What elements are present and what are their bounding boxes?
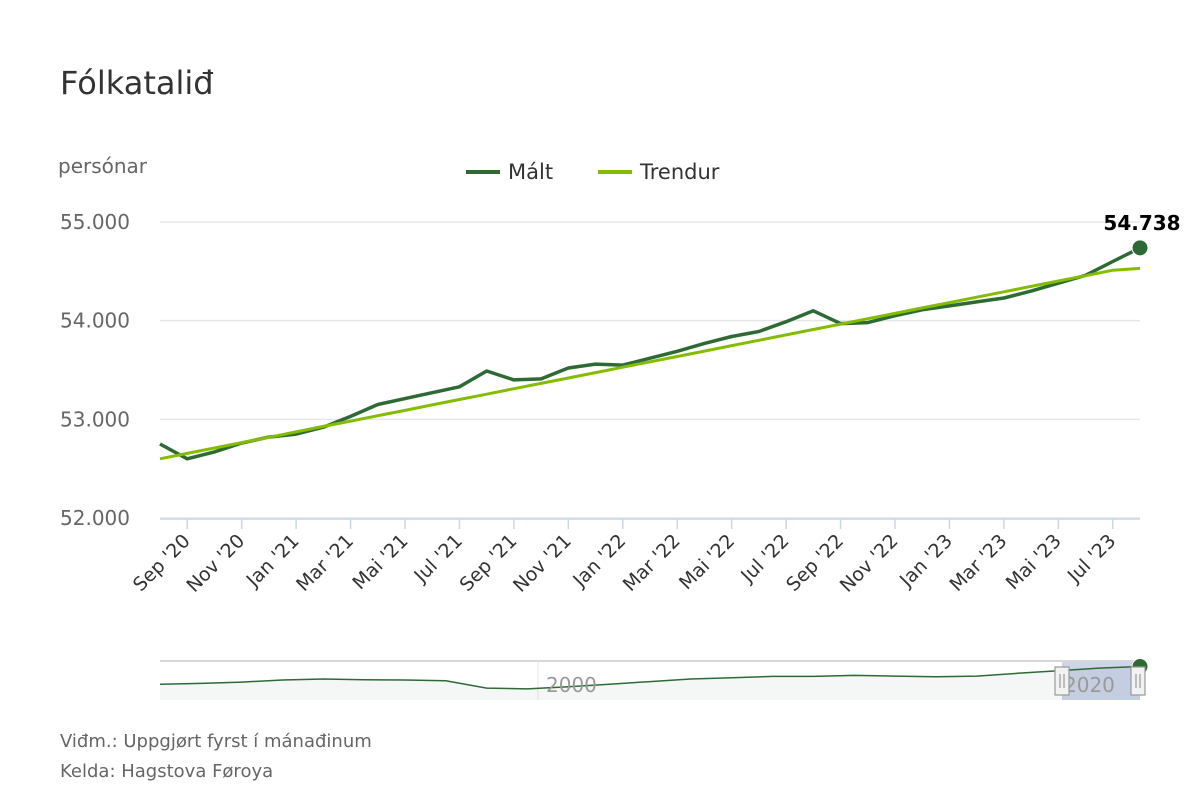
- x-tick-label: Mar '23: [945, 530, 1011, 596]
- legend[interactable]: Mált Trendur: [466, 160, 720, 184]
- x-tick-label: Sep '20: [129, 530, 195, 596]
- handle-body: [1054, 666, 1070, 696]
- last-point-marker: [1131, 239, 1149, 257]
- handle-body: [1130, 666, 1146, 696]
- navigator-handle-right[interactable]: [1130, 666, 1146, 696]
- y-axis-title: persónar: [58, 154, 148, 178]
- x-tick-label: Nov '22: [836, 530, 903, 597]
- x-tick-label: Mar '21: [292, 530, 358, 596]
- series-line-trendur: [159, 266, 1141, 461]
- x-tick-label: Sep '21: [455, 530, 521, 596]
- legend-item-trendur[interactable]: Trendur: [598, 160, 720, 184]
- x-tick-label: Jul '23: [1063, 530, 1121, 588]
- legend-item-mlt[interactable]: Mált: [466, 160, 553, 184]
- x-tick-label: Nov '20: [182, 530, 249, 597]
- y-axis: 52.000 53.000 54.000 55.000 persónar: [58, 154, 148, 530]
- navigator-line: [159, 665, 1141, 690]
- x-tick-label: Sep '22: [782, 530, 848, 596]
- series-line-malt: [159, 246, 1141, 461]
- y-tick-label: 55.000: [60, 210, 130, 234]
- navigator-handle-left[interactable]: [1054, 666, 1070, 696]
- x-tick-label: Mai '21: [348, 530, 412, 594]
- chart-title: Fólkataliđ: [60, 64, 214, 102]
- navigator-label-right: 2020: [1064, 673, 1115, 697]
- navigator-area: [160, 666, 1140, 700]
- navigator[interactable]: 2000 2020: [159, 658, 1149, 700]
- y-tick-label: 54.000: [60, 309, 130, 333]
- y-tick-label: 53.000: [60, 407, 130, 431]
- x-tick-label: Mai '22: [675, 530, 739, 594]
- grid-lines: [160, 221, 1140, 519]
- series-layer: 54.738: [159, 211, 1181, 461]
- navigator-background: [160, 661, 1140, 700]
- y-tick-label: 52.000: [60, 506, 130, 530]
- legend-label: Mált: [508, 160, 553, 184]
- x-tick-label: Nov '21: [509, 530, 576, 597]
- x-tick-label: Mai '23: [1002, 530, 1066, 594]
- navigator-label-left: 2000: [546, 673, 597, 697]
- last-point-label: 54.738: [1103, 211, 1180, 235]
- x-tick-label: Mar '22: [619, 530, 685, 596]
- footnote-note: Viđm.: Uppgjørt fyrst í mánađinum: [60, 731, 372, 752]
- footnote-source: Kelda: Hagstova Føroya: [60, 761, 274, 782]
- legend-label: Trendur: [639, 160, 720, 184]
